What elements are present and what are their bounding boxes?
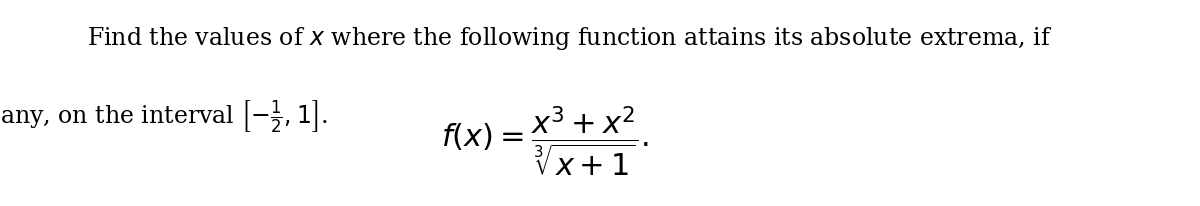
- Text: $f(x) = \dfrac{x^3 + x^2}{\sqrt[3]{x+1}}.$: $f(x) = \dfrac{x^3 + x^2}{\sqrt[3]{x+1}}…: [442, 105, 649, 179]
- Text: Find the values of $x$ where the following function attains its absolute extrema: Find the values of $x$ where the followi…: [88, 25, 1052, 52]
- Text: any, on the interval $\left[-\frac{1}{2}, 1\right]$.: any, on the interval $\left[-\frac{1}{2}…: [0, 99, 329, 136]
